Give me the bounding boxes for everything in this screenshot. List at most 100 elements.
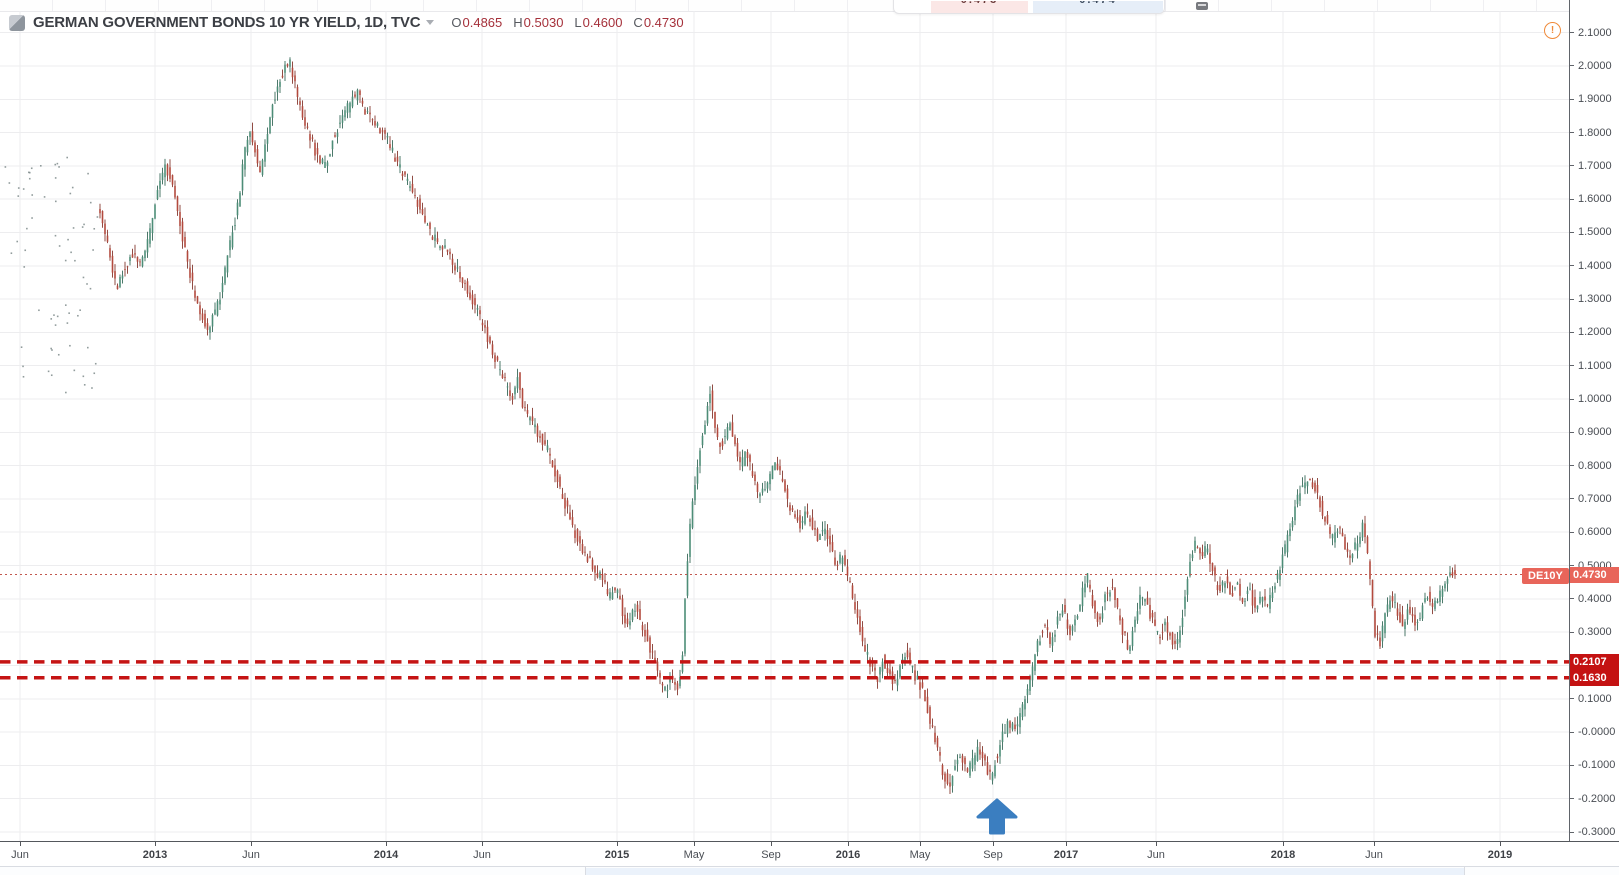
y-axis-label: 1.7000 [1578, 159, 1612, 172]
last-price-axis-label: 0.4730 [1570, 566, 1619, 583]
y-axis-tick [1570, 798, 1574, 800]
bottom-toolbar-divider [1464, 867, 1465, 875]
x-axis-tick [251, 842, 252, 846]
y-axis-label: 1.2000 [1578, 326, 1612, 339]
x-axis-label: 2019 [1487, 849, 1513, 861]
x-axis-tick [694, 842, 695, 846]
y-axis-tick [1570, 98, 1574, 100]
y-axis-tick [1570, 398, 1574, 400]
y-axis-tick [1570, 298, 1574, 300]
y-axis-tick [1570, 365, 1574, 367]
y-axis-tick [1570, 132, 1574, 134]
x-axis-tick [1374, 842, 1375, 846]
y-axis-label: 1.0000 [1578, 393, 1612, 406]
symbol-title[interactable]: GERMAN GOVERNMENT BONDS 10 YR YIELD, 1D,… [33, 14, 421, 31]
y-axis-tick [1570, 631, 1574, 633]
x-axis-tick [920, 842, 921, 846]
y-axis-tick [1570, 764, 1574, 766]
y-axis-tick [1570, 331, 1574, 333]
y-axis-label: 1.8000 [1578, 126, 1612, 139]
x-axis-tick [1156, 842, 1157, 846]
y-axis-tick [1570, 831, 1574, 833]
y-axis-tick [1570, 265, 1574, 267]
y-axis-label: 0.7000 [1578, 492, 1612, 505]
y-axis-tick [1570, 698, 1574, 700]
time-axis[interactable]: Jun 2013 Jun 2014 Jun 2015 May Sep 2016 May Sep 201… [0, 841, 1619, 867]
x-axis-tick [1500, 842, 1501, 846]
x-axis-label: Jun [242, 849, 260, 861]
ohlc-item: H 0.5030 [513, 15, 564, 30]
ohlc-item: L 0.4600 [574, 15, 623, 30]
y-axis-tick [1570, 431, 1574, 433]
x-axis-label: 2015 [604, 849, 630, 861]
x-axis-tick [617, 842, 618, 846]
data-warning-icon[interactable]: ! [1544, 22, 1561, 39]
overlays-layer [0, 574, 1569, 835]
y-axis-tick [1570, 231, 1574, 233]
y-axis-label: 0.3000 [1578, 626, 1612, 639]
x-axis-label: May [683, 849, 705, 861]
bottom-toolbar-segment [585, 868, 1464, 875]
y-axis-label: 0.9000 [1578, 426, 1612, 439]
y-axis-tick [1570, 498, 1574, 500]
y-axis-label: 1.3000 [1578, 293, 1612, 306]
top-page-sliver [0, 0, 1619, 12]
ohlc-item: C 0.4730 [633, 15, 684, 30]
x-axis-tick [771, 842, 772, 846]
y-axis-tick [1570, 198, 1574, 200]
y-axis-label: -0.2000 [1578, 792, 1616, 805]
y-axis-label: 1.6000 [1578, 193, 1612, 206]
x-axis-tick [993, 842, 994, 846]
y-axis-tick [1570, 531, 1574, 533]
candles-layer [99, 57, 1456, 794]
scatter-dots-layer [4, 156, 99, 394]
pane-button-icon[interactable] [1196, 2, 1208, 10]
y-axis-label: 2.1000 [1578, 26, 1612, 39]
buy-sell-widget[interactable]: 0.473 0.474 [893, 0, 1165, 14]
x-axis-label: Sep [983, 849, 1003, 861]
buy-price: 0.474 [1033, 1, 1163, 6]
x-axis-tick [482, 842, 483, 846]
symbol-logo-icon [9, 14, 25, 31]
buy-button[interactable]: 0.474 [1033, 1, 1163, 13]
ohlc-item: O 0.4865 [451, 15, 503, 30]
price-axis[interactable]: 2.1000 2.0000 1.9000 1.8000 1.7000 1.6000 1.50… [1569, 0, 1619, 841]
x-axis-label: 2013 [142, 849, 168, 861]
y-axis-label: 1.5000 [1578, 226, 1612, 239]
x-axis-tick [155, 842, 156, 846]
y-axis-tick [1570, 65, 1574, 67]
y-axis-label: 0.6000 [1578, 526, 1612, 539]
y-axis-label: 0.4000 [1578, 592, 1612, 605]
y-axis-tick [1570, 565, 1574, 567]
y-axis-label: 1.1000 [1578, 359, 1612, 372]
candlestick-chart[interactable] [0, 0, 1569, 841]
symbol-price-tag: DE10Y [1522, 567, 1569, 584]
ohlc-values: O 0.4865 H 0.5030 L 0.4600 C 0.4730 [451, 15, 683, 30]
chevron-down-icon[interactable] [426, 20, 435, 25]
x-axis-label: Jun [1365, 849, 1383, 861]
up-arrow-annotation[interactable] [976, 798, 1018, 835]
y-axis-tick [1570, 165, 1574, 167]
y-axis-label: 1.9000 [1578, 93, 1612, 106]
level-axis-label: 0.2107 [1570, 653, 1619, 670]
sell-button[interactable]: 0.473 [931, 1, 1028, 13]
y-axis-label: 2.0000 [1578, 59, 1612, 72]
chart-pane[interactable]: DE10Y [0, 0, 1569, 841]
y-axis-label: 0.1000 [1578, 692, 1612, 705]
level-axis-label: 0.1630 [1570, 669, 1619, 686]
x-axis-tick [20, 842, 21, 846]
chart-legend[interactable]: GERMAN GOVERNMENT BONDS 10 YR YIELD, 1D,… [9, 14, 684, 31]
x-axis-tick [1066, 842, 1067, 846]
y-axis-tick [1570, 32, 1574, 34]
y-axis-label: -0.3000 [1578, 826, 1616, 838]
x-axis-label: Jun [11, 849, 29, 861]
x-axis-label: 2018 [1270, 849, 1296, 861]
x-axis-label: 2017 [1053, 849, 1079, 861]
y-axis-tick [1570, 465, 1574, 467]
x-axis-label: 2014 [373, 849, 399, 861]
bottom-toolbar-sliver [0, 866, 1619, 875]
x-axis-tick [1283, 842, 1284, 846]
x-axis-label: 2016 [835, 849, 861, 861]
x-axis-tick [848, 842, 849, 846]
